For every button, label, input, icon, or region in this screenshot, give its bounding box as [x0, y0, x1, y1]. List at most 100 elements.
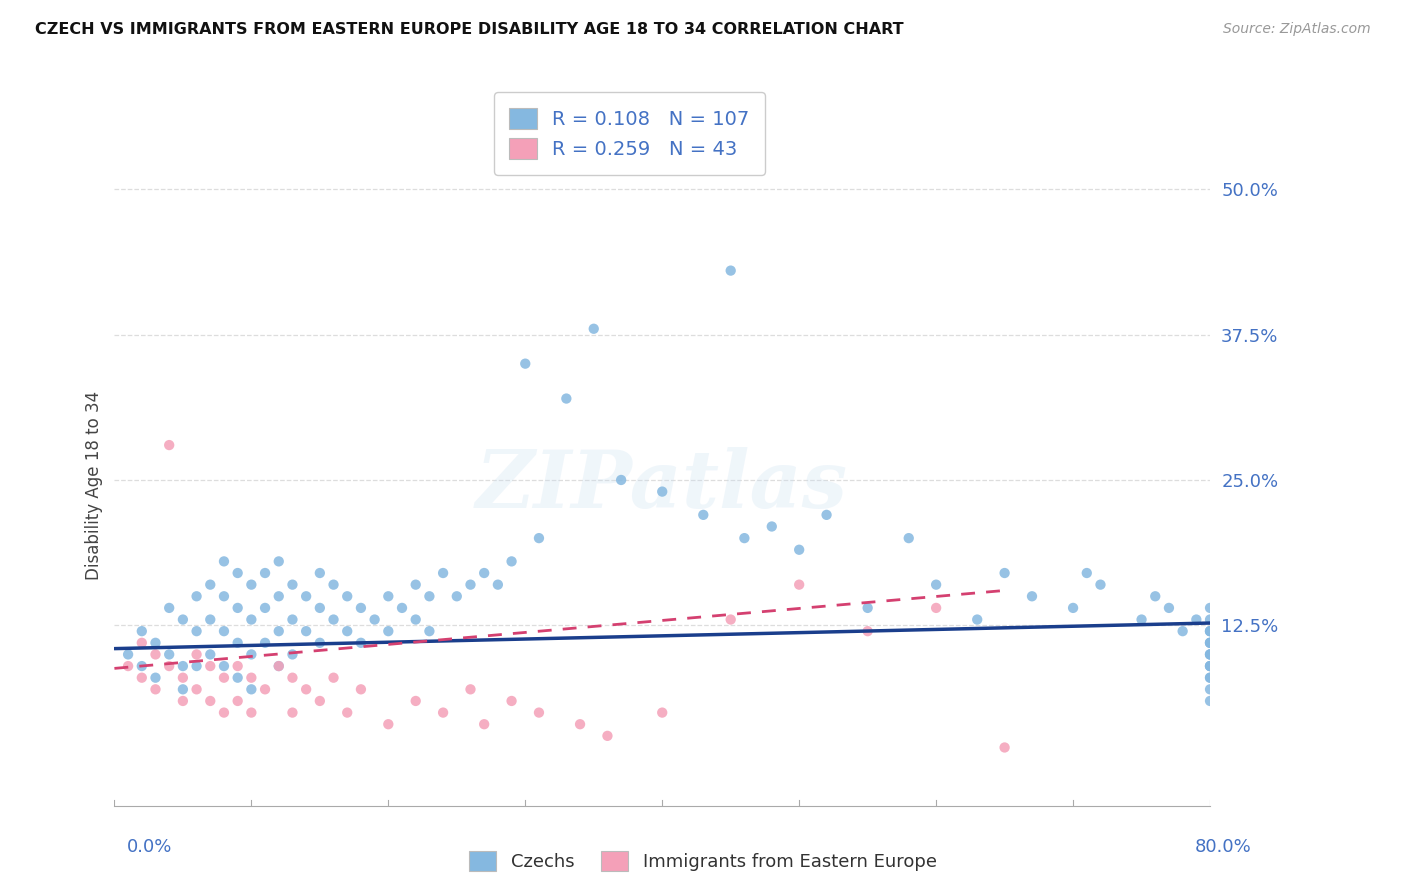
Point [720, 613, 742, 627]
Point [157, 648, 180, 662]
Point [1157, 601, 1180, 615]
Point [787, 542, 810, 557]
Point [555, 392, 578, 406]
Point [308, 694, 330, 708]
Point [460, 577, 482, 591]
Point [131, 624, 153, 639]
Point [240, 648, 263, 662]
Point [145, 682, 167, 697]
Point [281, 671, 304, 685]
Point [1199, 671, 1222, 685]
Point [212, 624, 235, 639]
Text: ZIPatlas: ZIPatlas [477, 447, 848, 524]
Point [254, 636, 277, 650]
Point [1199, 636, 1222, 650]
Point [117, 659, 139, 673]
Point [405, 613, 427, 627]
Point [761, 519, 783, 533]
Point [267, 659, 290, 673]
Point [295, 682, 318, 697]
Point [1144, 589, 1167, 603]
Point [501, 554, 523, 568]
Point [350, 636, 373, 650]
Point [240, 613, 263, 627]
Point [308, 636, 330, 650]
Point [145, 648, 167, 662]
Point [186, 589, 208, 603]
Point [1199, 659, 1222, 673]
Point [1090, 577, 1112, 591]
Point [363, 613, 385, 627]
Point [1062, 601, 1084, 615]
Point [200, 694, 222, 708]
Point [460, 682, 482, 697]
Point [432, 566, 454, 580]
Point [651, 484, 673, 499]
Text: Source: ZipAtlas.com: Source: ZipAtlas.com [1223, 22, 1371, 37]
Point [226, 659, 249, 673]
Point [117, 648, 139, 662]
Text: CZECH VS IMMIGRANTS FROM EASTERN EUROPE DISABILITY AGE 18 TO 34 CORRELATION CHAR: CZECH VS IMMIGRANTS FROM EASTERN EUROPE … [35, 22, 904, 37]
Point [405, 694, 427, 708]
Point [240, 671, 263, 685]
Legend: Czechs, Immigrants from Eastern Europe: Czechs, Immigrants from Eastern Europe [463, 844, 943, 879]
Point [281, 648, 304, 662]
Point [1199, 659, 1222, 673]
Point [226, 694, 249, 708]
Point [350, 682, 373, 697]
Point [856, 624, 879, 639]
Text: 80.0%: 80.0% [1195, 838, 1251, 856]
Point [1199, 682, 1222, 697]
Point [212, 659, 235, 673]
Point [1130, 613, 1153, 627]
Point [308, 601, 330, 615]
Point [267, 624, 290, 639]
Point [1199, 624, 1222, 639]
Point [1199, 636, 1222, 650]
Point [377, 589, 399, 603]
Point [281, 577, 304, 591]
Point [1171, 624, 1194, 639]
Point [336, 624, 359, 639]
Point [1199, 648, 1222, 662]
Point [418, 589, 440, 603]
Point [925, 601, 948, 615]
Point [1199, 601, 1222, 615]
Point [966, 613, 988, 627]
Point [254, 601, 277, 615]
Point [172, 671, 194, 685]
Point [240, 577, 263, 591]
Point [1199, 659, 1222, 673]
Point [720, 263, 742, 277]
Point [527, 706, 550, 720]
Point [281, 706, 304, 720]
Point [295, 624, 318, 639]
Point [254, 566, 277, 580]
Point [131, 659, 153, 673]
Point [391, 601, 413, 615]
Point [157, 438, 180, 452]
Point [1199, 624, 1222, 639]
Legend: R = 0.108   N = 107, R = 0.259   N = 43: R = 0.108 N = 107, R = 0.259 N = 43 [494, 93, 765, 175]
Point [897, 531, 920, 545]
Point [172, 694, 194, 708]
Point [226, 601, 249, 615]
Point [787, 577, 810, 591]
Point [1199, 648, 1222, 662]
Point [267, 589, 290, 603]
Point [145, 636, 167, 650]
Point [212, 589, 235, 603]
Point [200, 613, 222, 627]
Point [1199, 613, 1222, 627]
Point [1185, 613, 1208, 627]
Point [1199, 648, 1222, 662]
Point [994, 566, 1017, 580]
Point [692, 508, 714, 522]
Point [226, 566, 249, 580]
Point [172, 613, 194, 627]
Point [1199, 671, 1222, 685]
Y-axis label: Disability Age 18 to 34: Disability Age 18 to 34 [86, 392, 103, 581]
Point [172, 659, 194, 673]
Point [501, 694, 523, 708]
Point [254, 682, 277, 697]
